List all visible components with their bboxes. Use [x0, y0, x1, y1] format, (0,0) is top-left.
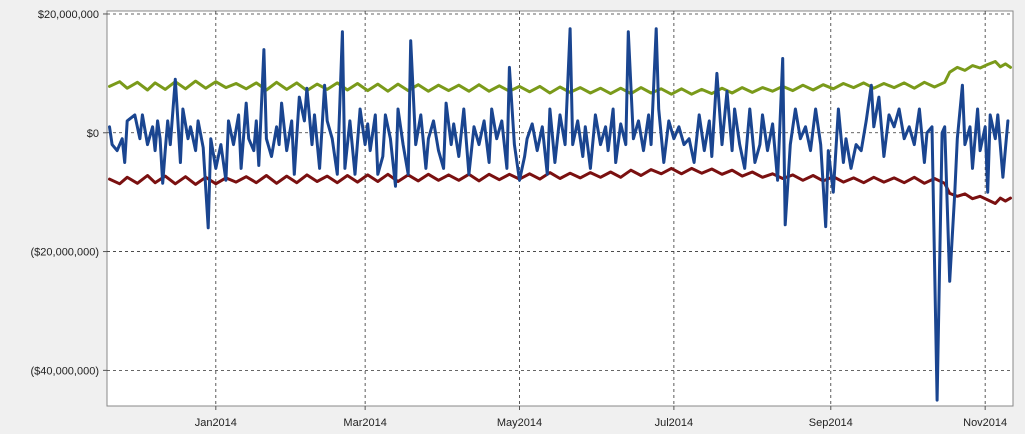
series-line-3 — [108, 27, 1010, 402]
x-tick-label: Jul2014 — [655, 417, 694, 429]
y-tick-label: $0 — [87, 128, 99, 140]
y-tick-label: ($40,000,000) — [31, 365, 100, 377]
y-axis: $20,000,000 $0 ($20,000,000) ($40,000,000) — [31, 9, 107, 377]
x-tick-label: Jan2014 — [195, 417, 237, 429]
series-group — [108, 27, 1012, 402]
x-tick-label: Sep2014 — [809, 417, 853, 429]
series-line-2 — [108, 166, 1012, 205]
y-tick-label: $20,000,000 — [38, 9, 99, 21]
x-tick-label: Nov2014 — [963, 417, 1007, 429]
y-tick-label: ($20,000,000) — [31, 247, 100, 259]
x-tick-label: Mar2014 — [343, 417, 386, 429]
x-tick-label: May2014 — [497, 417, 542, 429]
plot-area — [106, 10, 1014, 407]
x-axis: Jan2014 Mar2014 May2014 Jul2014 Sep2014 Nov20… — [195, 406, 1007, 429]
